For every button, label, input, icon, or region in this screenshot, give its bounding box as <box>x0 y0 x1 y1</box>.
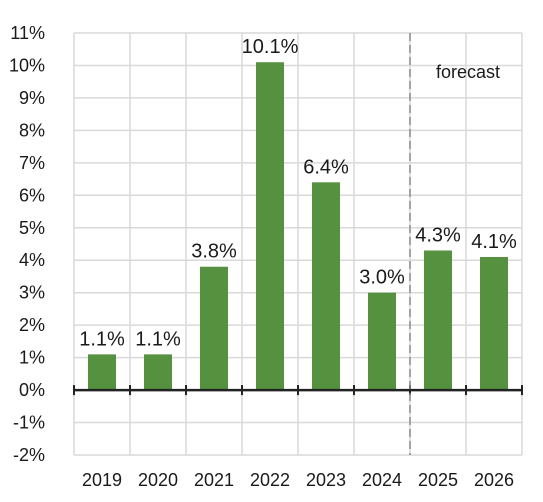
x-tick-label: 2023 <box>306 470 346 490</box>
data-label: 4.1% <box>471 231 517 253</box>
y-tick-label: 1% <box>19 348 45 368</box>
bars <box>88 62 508 391</box>
x-tick-label: 2019 <box>82 470 122 490</box>
y-tick-label: 5% <box>19 218 45 238</box>
y-tick-label: -1% <box>13 413 45 433</box>
data-label: 1.1% <box>79 328 125 350</box>
data-labels: 1.1% 1.1% 3.8% 10.1% 6.4% 3.0% 4.3% 4.1% <box>79 36 517 350</box>
x-tick-label: 2026 <box>474 470 514 490</box>
data-label: 3.0% <box>359 267 405 289</box>
y-axis-ticks: -2% -1% 0% 1% 2% 3% 4% 5% 6% 7% 8% 9% 10% 11% <box>9 23 45 465</box>
bar-2023 <box>312 182 340 391</box>
y-tick-label: 6% <box>19 185 45 205</box>
y-tick-label: 8% <box>19 120 45 140</box>
data-label: 10.1% <box>242 36 299 58</box>
y-tick-label: 2% <box>19 315 45 335</box>
bar-2021 <box>200 266 228 391</box>
y-tick-label: 0% <box>19 380 45 400</box>
x-axis-ticks: 2019 2020 2021 2022 2023 2024 2025 2026 <box>82 470 514 490</box>
y-tick-label: 11% <box>10 23 45 43</box>
data-label: 6.4% <box>303 156 349 178</box>
data-label: 4.3% <box>415 224 461 246</box>
bar-2019 <box>88 354 116 391</box>
y-tick-label: 4% <box>19 250 45 270</box>
data-label: 1.1% <box>135 328 181 350</box>
y-tick-label: 7% <box>19 153 45 173</box>
x-tick-label: 2025 <box>418 470 458 490</box>
x-tick-label: 2021 <box>194 470 234 490</box>
bar-2026 <box>480 256 508 391</box>
y-tick-label: 10% <box>9 55 45 75</box>
x-tick-label: 2024 <box>362 470 402 490</box>
bar-2024 <box>368 292 396 391</box>
forecast-label: forecast <box>436 62 500 82</box>
y-tick-label: -2% <box>13 445 45 465</box>
gridlines <box>73 32 523 456</box>
axes <box>73 385 523 396</box>
y-tick-label: 9% <box>19 88 45 108</box>
data-label: 3.8% <box>191 241 237 263</box>
bar-2020 <box>144 354 172 391</box>
y-tick-label: 3% <box>19 283 45 303</box>
x-tick-label: 2022 <box>250 470 290 490</box>
bar-2022 <box>256 62 284 391</box>
bar-2025 <box>424 250 452 391</box>
x-tick-label: 2020 <box>138 470 178 490</box>
